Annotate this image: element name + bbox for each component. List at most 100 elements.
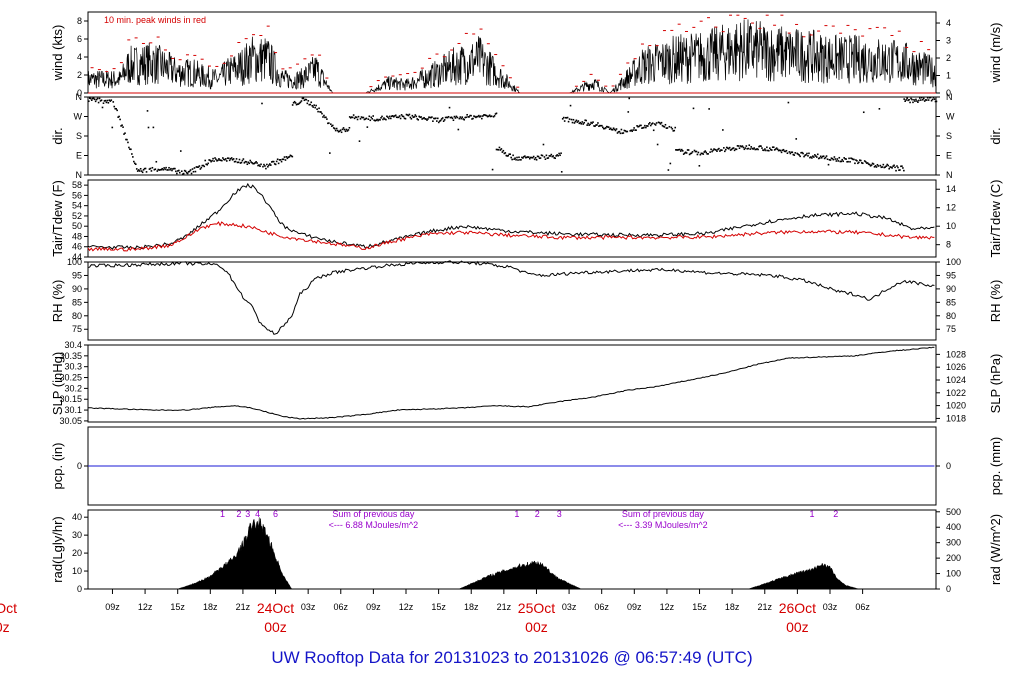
direction-point bbox=[899, 169, 901, 171]
direction-point bbox=[286, 157, 289, 160]
ytick-label-left-rad: 40 bbox=[72, 512, 82, 522]
panel-frame-slp bbox=[87, 344, 937, 423]
direction-point bbox=[459, 116, 462, 118]
direction-point bbox=[331, 124, 334, 127]
direction-point bbox=[480, 115, 482, 117]
peak-wind-mark bbox=[721, 31, 725, 33]
peak-wind-mark bbox=[479, 28, 483, 30]
direction-point bbox=[412, 116, 415, 119]
direction-point bbox=[230, 157, 233, 159]
peak-wind-mark bbox=[714, 26, 718, 28]
direction-point bbox=[470, 114, 472, 117]
direction-point bbox=[511, 158, 513, 161]
direction-point bbox=[802, 152, 804, 155]
direction-point bbox=[340, 131, 343, 134]
direction-point bbox=[217, 159, 219, 162]
direction-point bbox=[830, 157, 833, 159]
ytick-label-left-dir: N bbox=[76, 170, 83, 180]
direction-point bbox=[311, 104, 314, 107]
direction-point bbox=[207, 162, 209, 165]
direction-point bbox=[104, 99, 107, 102]
direction-point bbox=[304, 98, 307, 101]
direction-point bbox=[377, 119, 379, 122]
direction-point bbox=[864, 161, 867, 163]
direction-point bbox=[133, 162, 136, 165]
direction-point bbox=[418, 115, 420, 118]
direction-point bbox=[545, 154, 548, 157]
direction-point bbox=[772, 146, 775, 149]
direction-point bbox=[307, 100, 310, 102]
direction-point bbox=[144, 167, 147, 170]
direction-point bbox=[812, 155, 814, 157]
direction-point bbox=[816, 153, 819, 156]
direction-point bbox=[624, 130, 627, 132]
ylabel-left-pcp: pcp. (in) bbox=[50, 443, 65, 490]
direction-point bbox=[886, 163, 889, 166]
direction-point bbox=[702, 153, 705, 155]
direction-point bbox=[335, 127, 338, 130]
ytick-label-right-rh: 85 bbox=[946, 297, 956, 307]
direction-point bbox=[350, 116, 353, 118]
direction-point bbox=[541, 154, 544, 157]
peak-wind-mark bbox=[127, 39, 131, 41]
direction-point bbox=[670, 126, 673, 129]
peak-wind-mark bbox=[325, 77, 329, 79]
direction-point bbox=[214, 157, 216, 159]
direction-point bbox=[723, 147, 725, 149]
direction-point bbox=[126, 138, 128, 141]
direction-point bbox=[164, 168, 166, 171]
direction-point bbox=[367, 118, 370, 120]
direction-point bbox=[500, 148, 503, 150]
direction-point bbox=[822, 155, 825, 157]
direction-point bbox=[865, 162, 868, 164]
direction-point bbox=[243, 162, 246, 164]
direction-point bbox=[915, 98, 917, 101]
direction-point bbox=[444, 116, 447, 119]
direction-point bbox=[417, 118, 420, 121]
series-line-wind bbox=[87, 19, 937, 94]
direction-point bbox=[431, 116, 433, 118]
direction-point bbox=[486, 115, 489, 118]
direction-point bbox=[353, 117, 356, 120]
direction-point bbox=[891, 167, 893, 169]
direction-point bbox=[628, 97, 631, 100]
direction-point bbox=[731, 147, 734, 150]
direction-point bbox=[767, 149, 769, 152]
ytick-label-right-dir: N bbox=[946, 92, 953, 102]
direction-point bbox=[469, 114, 471, 117]
direction-point bbox=[240, 161, 243, 164]
direction-point bbox=[293, 100, 296, 103]
peak-wind-mark bbox=[765, 14, 769, 16]
direction-point bbox=[910, 97, 912, 100]
direction-point bbox=[693, 149, 696, 152]
direction-point bbox=[292, 101, 295, 104]
direction-point bbox=[866, 162, 869, 164]
direction-point bbox=[509, 153, 511, 156]
direction-point bbox=[823, 157, 826, 160]
xtick-label: 06z bbox=[594, 602, 609, 612]
peak-wind-mark bbox=[684, 30, 688, 32]
direction-point bbox=[153, 168, 156, 171]
direction-point bbox=[528, 157, 531, 160]
ytick-label-left-rad: 30 bbox=[72, 530, 82, 540]
direction-point bbox=[406, 114, 409, 116]
ytick-label-right-wind: 3 bbox=[946, 36, 951, 46]
direction-point bbox=[398, 115, 401, 117]
direction-point bbox=[543, 156, 546, 158]
direction-point bbox=[652, 129, 655, 132]
direction-point bbox=[138, 170, 141, 172]
direction-point bbox=[210, 160, 212, 163]
direction-point bbox=[275, 160, 278, 163]
direction-point bbox=[479, 116, 481, 118]
direction-point bbox=[552, 155, 555, 157]
direction-point bbox=[651, 122, 654, 125]
xtick-label: 03z bbox=[562, 602, 577, 612]
direction-point bbox=[434, 117, 436, 120]
direction-point bbox=[321, 112, 323, 115]
direction-point bbox=[578, 122, 581, 125]
direction-point bbox=[681, 150, 684, 152]
direction-point bbox=[291, 104, 294, 106]
peak-wind-mark bbox=[457, 42, 461, 44]
direction-point bbox=[183, 169, 186, 172]
direction-point bbox=[175, 170, 177, 173]
